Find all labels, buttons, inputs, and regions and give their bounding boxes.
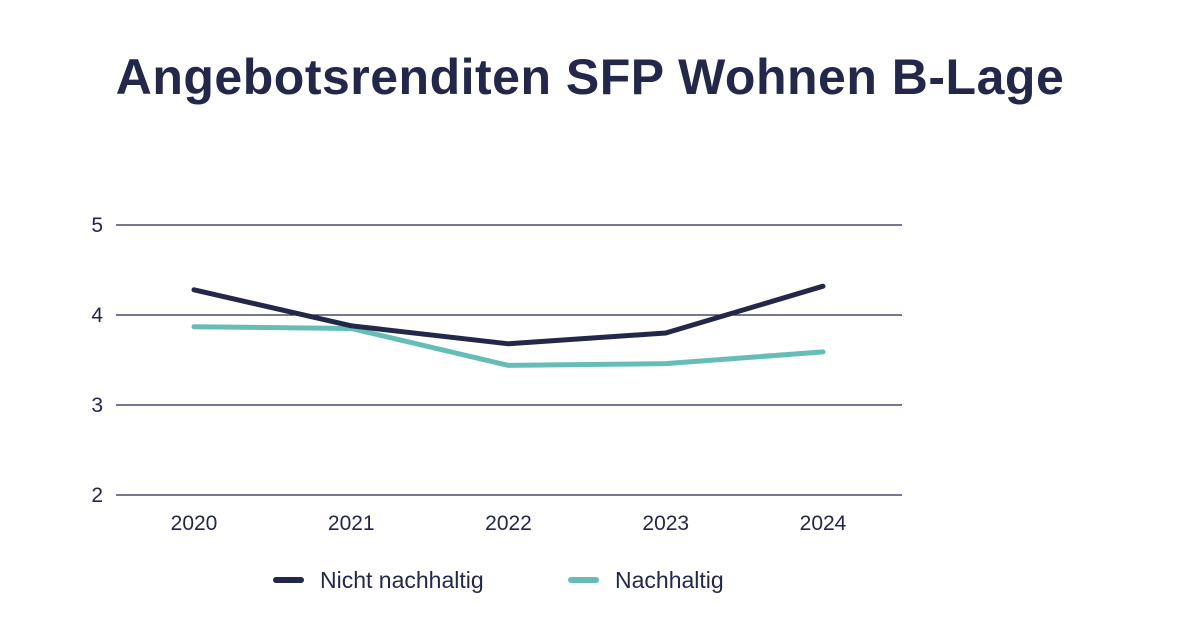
gridlines bbox=[116, 224, 902, 496]
x-tick-label: 2022 bbox=[485, 512, 532, 535]
x-tick-label: 2021 bbox=[328, 512, 375, 535]
y-axis-tick-labels: 2 3 4 5 bbox=[91, 214, 103, 507]
y-tick-label: 5 bbox=[91, 214, 103, 237]
legend-label: Nicht nachhaltig bbox=[320, 567, 484, 593]
y-tick-label: 2 bbox=[91, 484, 103, 507]
series-lines bbox=[191, 283, 826, 368]
x-axis-tick-labels: 2020 2021 2022 2023 2024 bbox=[171, 512, 847, 535]
y-tick-label: 4 bbox=[91, 304, 103, 327]
y-tick-label: 3 bbox=[91, 394, 103, 417]
x-tick-label: 2020 bbox=[171, 512, 218, 535]
x-tick-label: 2023 bbox=[642, 512, 689, 535]
legend: Nicht nachhaltig Nachhaltig bbox=[273, 567, 724, 593]
chart-title: Angebotsrenditen SFP Wohnen B-Lage bbox=[115, 49, 1065, 105]
x-tick-label: 2024 bbox=[800, 512, 847, 535]
legend-label: Nachhaltig bbox=[615, 567, 724, 593]
